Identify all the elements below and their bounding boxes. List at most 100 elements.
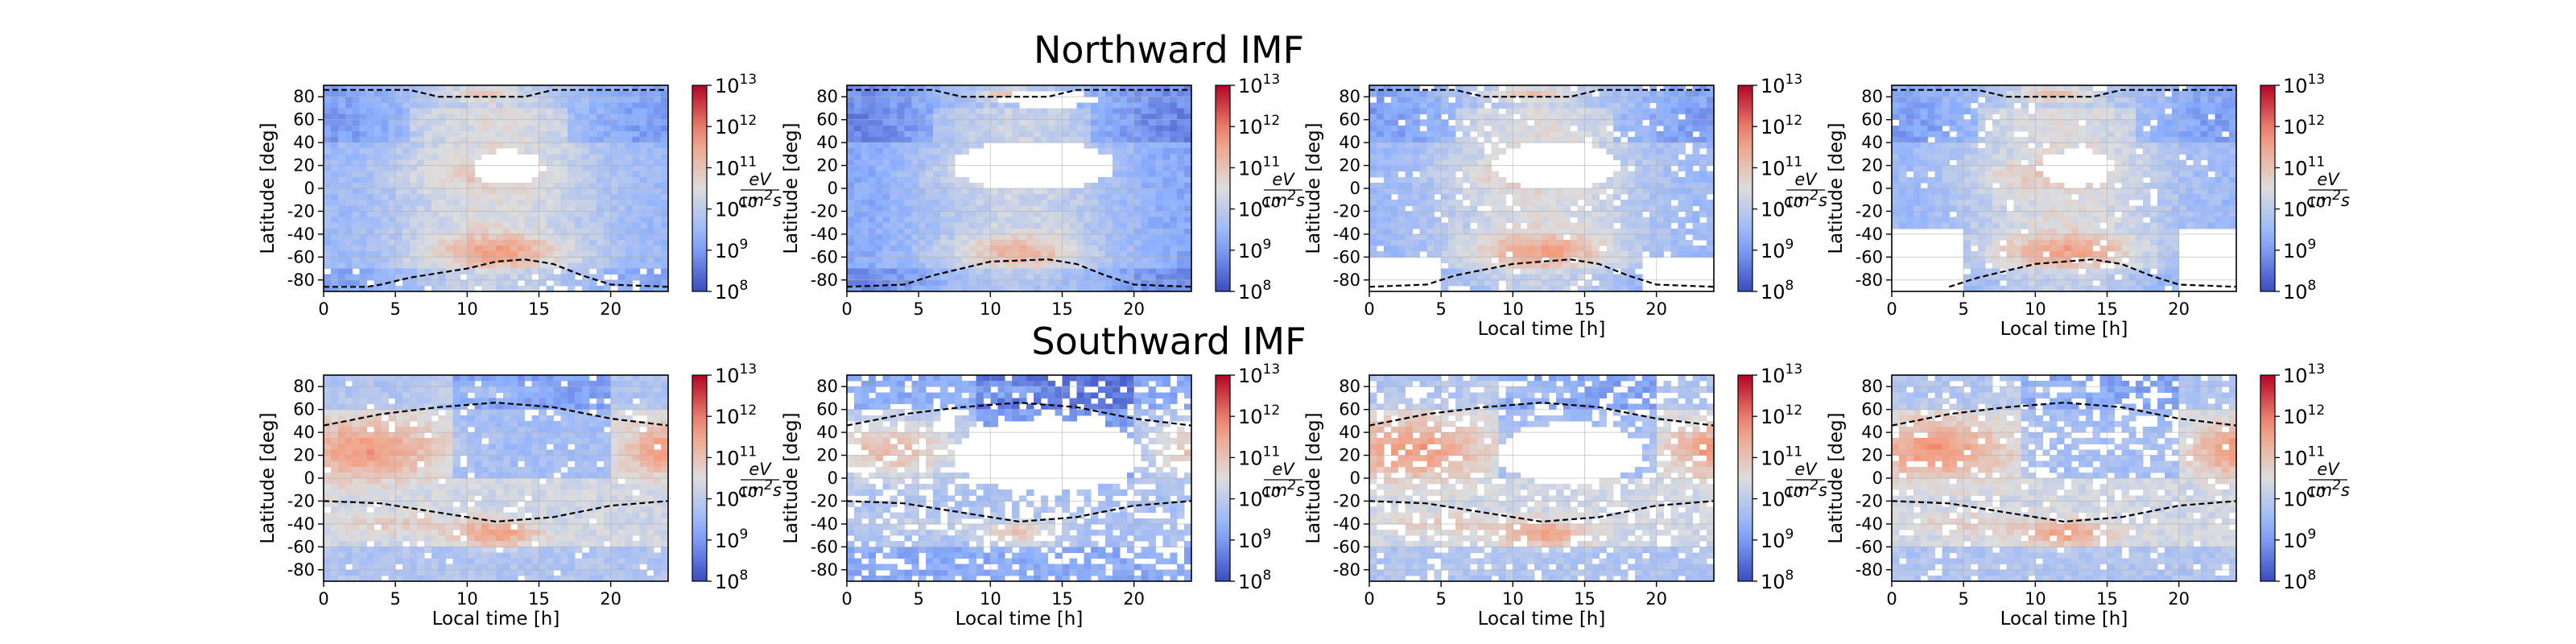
heatmap-cell	[1469, 274, 1478, 281]
heatmap-cell	[1069, 233, 1077, 241]
heatmap-cell	[961, 205, 970, 212]
heatmap-cell	[438, 188, 447, 195]
heatmap-cell	[445, 182, 453, 189]
heatmap-cell	[1670, 228, 1678, 235]
heatmap-cell	[1542, 85, 1550, 92]
heatmap-cell	[661, 176, 669, 184]
heatmap-cell	[990, 211, 998, 218]
heatmap-cell	[968, 125, 976, 132]
heatmap-cell	[452, 217, 460, 224]
heatmap-cell	[489, 188, 497, 195]
heatmap-cell	[345, 130, 353, 138]
heatmap-cell	[1584, 108, 1592, 115]
heatmap-cell	[654, 274, 662, 281]
heatmap-cell	[388, 102, 396, 109]
heatmap-cell	[1505, 228, 1513, 235]
heatmap-cell	[890, 137, 898, 143]
heatmap-cell	[868, 200, 877, 206]
heatmap-cell	[423, 217, 432, 224]
heatmap-cell	[1376, 108, 1385, 115]
heatmap-cell	[933, 211, 941, 218]
heatmap-cell	[330, 188, 339, 195]
heatmap-cell	[1527, 240, 1535, 246]
heatmap-cell	[1119, 200, 1128, 206]
heatmap-cell	[1484, 182, 1492, 189]
heatmap-cell	[1397, 102, 1406, 109]
heatmap-cell	[1047, 211, 1056, 218]
heatmap-cell	[1491, 114, 1499, 121]
heatmap-cell	[410, 233, 418, 241]
heatmap-cell	[1462, 268, 1471, 275]
heatmap-cell	[632, 142, 640, 149]
heatmap-cell	[1913, 142, 1922, 149]
heatmap-cell	[882, 194, 890, 200]
heatmap-cell	[568, 159, 576, 167]
heatmap-cell	[853, 251, 862, 258]
heatmap-cell	[1040, 268, 1049, 275]
heatmap-cell	[875, 142, 884, 149]
heatmap-cell	[1462, 159, 1471, 167]
heatmap-cell	[1670, 102, 1678, 109]
heatmap-cell	[847, 137, 855, 143]
heatmap-cell	[1620, 108, 1629, 115]
heatmap-cell	[933, 228, 941, 235]
colorbar-tick-base: 10	[1238, 199, 1263, 221]
heatmap-cell	[568, 137, 576, 143]
heatmap-cell	[359, 102, 367, 109]
heatmap-cell	[467, 188, 475, 195]
heatmap-cell	[853, 217, 862, 224]
heatmap-cell	[582, 148, 590, 155]
heatmap-cell	[904, 279, 912, 287]
heatmap-cell	[1692, 91, 1700, 97]
heatmap-cell	[847, 205, 855, 212]
heatmap-cell	[904, 228, 912, 235]
heatmap-cell	[445, 176, 453, 184]
heatmap-cell	[632, 85, 640, 92]
heatmap-cell	[352, 85, 361, 92]
heatmap-cell	[632, 108, 640, 115]
heatmap-cell	[990, 194, 998, 200]
heatmap-cell	[1076, 130, 1084, 138]
heatmap-cell	[1126, 262, 1135, 270]
heatmap-cell	[1584, 130, 1592, 138]
heatmap-cell	[481, 130, 489, 138]
heatmap-cell	[939, 257, 948, 263]
heatmap-cell	[402, 246, 411, 252]
heatmap-cell	[976, 211, 984, 218]
heatmap-cell	[1069, 130, 1077, 138]
heatmap-cell	[847, 257, 855, 263]
heatmap-cell	[1462, 171, 1471, 178]
heatmap-cell	[1426, 211, 1435, 218]
heatmap-cell	[416, 246, 425, 252]
heatmap-cell	[1591, 205, 1600, 212]
heatmap-cell	[395, 102, 403, 109]
heatmap-cell	[1434, 228, 1442, 235]
heatmap-cell	[890, 228, 898, 235]
heatmap-cell	[1184, 233, 1192, 241]
heatmap-cell	[423, 240, 432, 246]
heatmap-cell	[961, 217, 970, 224]
heatmap-cell	[582, 217, 590, 224]
heatmap-cell	[1098, 268, 1106, 275]
heatmap-cell	[1076, 114, 1084, 121]
heatmap-cell	[1685, 159, 1693, 167]
heatmap-cell	[1484, 114, 1492, 121]
heatmap-cell	[1390, 91, 1399, 97]
heatmap-cell	[568, 233, 576, 241]
heatmap-cell	[639, 205, 647, 212]
heatmap-cell	[926, 97, 934, 103]
heatmap-cell	[954, 217, 963, 224]
heatmap-cell	[939, 171, 948, 178]
heatmap-cell	[1920, 114, 1929, 121]
heatmap-cell	[1126, 91, 1135, 97]
heatmap-cell	[1033, 217, 1042, 224]
heatmap-cell	[1555, 102, 1564, 109]
row-title-northward: Northward IMF	[1034, 28, 1304, 72]
heatmap-cell	[1513, 125, 1521, 132]
heatmap-cell	[983, 102, 991, 109]
heatmap-cell	[632, 114, 640, 121]
heatmap-cell	[423, 114, 432, 121]
heatmap-cell	[919, 108, 927, 115]
heatmap-cell	[875, 200, 884, 206]
heatmap-cell	[1505, 137, 1513, 143]
